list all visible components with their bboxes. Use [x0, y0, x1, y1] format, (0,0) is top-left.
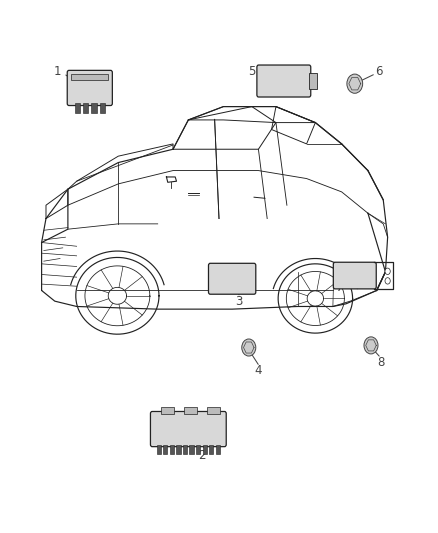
Text: 4: 4	[254, 364, 262, 377]
FancyBboxPatch shape	[257, 65, 311, 97]
Text: 5: 5	[248, 66, 255, 78]
Bar	[309, 73, 317, 89]
FancyBboxPatch shape	[208, 263, 256, 294]
Bar	[170, 445, 174, 454]
Bar	[209, 445, 213, 454]
Bar	[161, 407, 174, 414]
FancyBboxPatch shape	[333, 262, 376, 289]
Text: 1: 1	[53, 66, 61, 78]
Text: 8: 8	[378, 356, 385, 369]
Bar	[71, 74, 109, 80]
Circle shape	[385, 278, 390, 284]
Circle shape	[364, 337, 378, 354]
Bar	[83, 103, 88, 113]
Bar	[203, 445, 207, 454]
Text: 7: 7	[336, 281, 343, 294]
Bar	[196, 445, 200, 454]
Text: 2: 2	[198, 449, 205, 462]
Bar	[163, 445, 167, 454]
Bar	[190, 445, 194, 454]
Bar	[91, 103, 97, 113]
Bar	[184, 407, 197, 414]
Bar	[74, 103, 80, 113]
Text: 6: 6	[375, 66, 383, 78]
Bar	[157, 445, 161, 454]
FancyBboxPatch shape	[67, 70, 112, 106]
Bar	[207, 407, 219, 414]
Bar	[183, 445, 187, 454]
Bar	[216, 445, 220, 454]
Circle shape	[242, 339, 256, 356]
Text: 3: 3	[235, 295, 242, 308]
Circle shape	[385, 268, 390, 274]
FancyBboxPatch shape	[150, 411, 226, 447]
Bar	[99, 103, 105, 113]
Circle shape	[347, 74, 363, 93]
Bar	[177, 445, 180, 454]
